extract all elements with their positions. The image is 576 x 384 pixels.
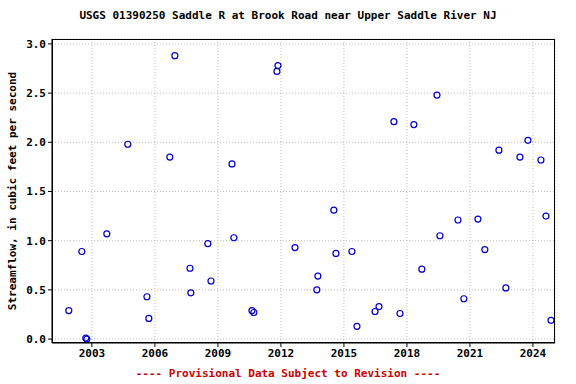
svg-text:2.0: 2.0: [26, 136, 46, 149]
svg-text:2003: 2003: [79, 347, 106, 360]
svg-text:2012: 2012: [268, 347, 295, 360]
svg-text:1.5: 1.5: [26, 185, 46, 198]
svg-text:2024: 2024: [520, 347, 547, 360]
svg-text:0.0: 0.0: [26, 333, 46, 346]
svg-text:2021: 2021: [457, 347, 484, 360]
svg-text:2009: 2009: [205, 347, 232, 360]
svg-text:2015: 2015: [331, 347, 358, 360]
html-text:USGS 01390250 Saddle R at Broo: USGS 01390250 Saddle R at Brook Road nea…: [79, 9, 497, 22]
html-text:Streamflow, in cubic feet per: Streamflow, in cubic feet per second: [5, 71, 19, 311]
svg-text:0.5: 0.5: [26, 284, 46, 297]
svg-text:2018: 2018: [394, 347, 421, 360]
svg-text:2.5: 2.5: [26, 87, 46, 100]
svg-text:2006: 2006: [142, 347, 169, 360]
svg-text:3.0: 3.0: [26, 38, 46, 51]
svg-text:1.0: 1.0: [26, 235, 46, 248]
html-text:---- Provisional Data Subject: ---- Provisional Data Subject to Revisio…: [135, 367, 441, 380]
